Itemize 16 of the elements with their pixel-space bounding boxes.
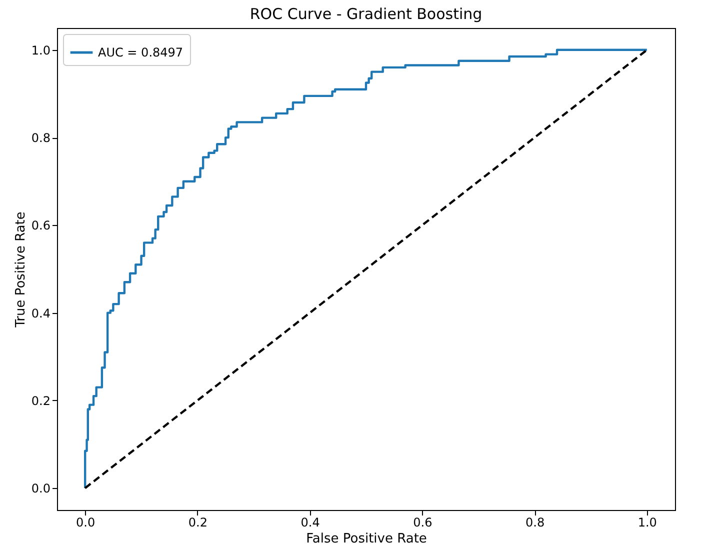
legend-label: AUC = 0.8497	[98, 46, 184, 60]
x-tick-label: 0.0	[76, 516, 96, 530]
x-tick-label: 0.8	[526, 516, 545, 530]
y-tick-label: 1.0	[31, 43, 50, 58]
x-tick-label: 1.0	[638, 516, 657, 530]
x-tick-label: 0.4	[300, 516, 320, 530]
y-axis-title: True Positive Rate	[13, 212, 28, 328]
y-tick-label: 0.4	[31, 306, 50, 320]
y-tick-label: 0.8	[31, 131, 50, 146]
x-tick-label: 0.6	[413, 516, 432, 530]
y-tick-label: 0.2	[31, 394, 50, 408]
chart-title: ROC Curve - Gradient Boosting	[250, 5, 482, 23]
y-tick-label: 0.6	[31, 218, 50, 233]
x-axis-title: False Positive Rate	[306, 532, 427, 546]
y-tick-label: 0.0	[31, 482, 50, 496]
x-tick-label: 0.2	[188, 516, 208, 530]
